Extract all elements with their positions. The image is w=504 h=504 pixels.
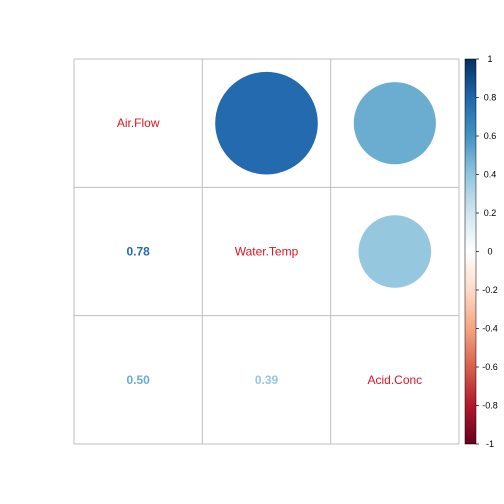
correlation-coefficient: 0.50 [126,373,150,387]
color-legend-tick-label: -0.6 [482,362,498,372]
color-legend-tick-label: -1 [486,439,494,449]
variable-label: Air.Flow [117,116,160,130]
variable-label: Acid.Conc [367,373,422,387]
correlation-coefficient: 0.78 [126,245,150,259]
color-legend-tick-label: 0 [487,247,492,257]
correlation-circle [353,82,436,165]
color-legend-tick-label: -0.2 [482,285,498,295]
color-legend-tick-label: -0.8 [482,401,498,411]
correlation-circle [358,215,432,288]
color-legend-tick-label: 0.2 [484,208,497,218]
color-legend-bar [464,58,477,445]
matrix-grid [73,58,460,445]
color-legend-tick-label: 0.4 [484,170,497,180]
variable-label: Water.Temp [235,245,299,259]
color-legend: 1 0.8 0.6 0.4 0.2 0 -0.2 -0.4 -0.6 -0.8 -1 [464,54,498,449]
color-legend-tick-label: 0.8 [484,93,497,103]
color-legend-tick-label: 1 [487,54,492,64]
color-legend-tick-label: -0.4 [482,324,498,334]
correlation-circle [215,71,318,175]
matrix-cells: Air.Flow 0.78 Water.Temp 0.50 0.39 Acid.Conc [117,71,436,387]
correlation-coefficient: 0.39 [255,373,279,387]
color-legend-tick-label: 0.6 [484,131,497,141]
